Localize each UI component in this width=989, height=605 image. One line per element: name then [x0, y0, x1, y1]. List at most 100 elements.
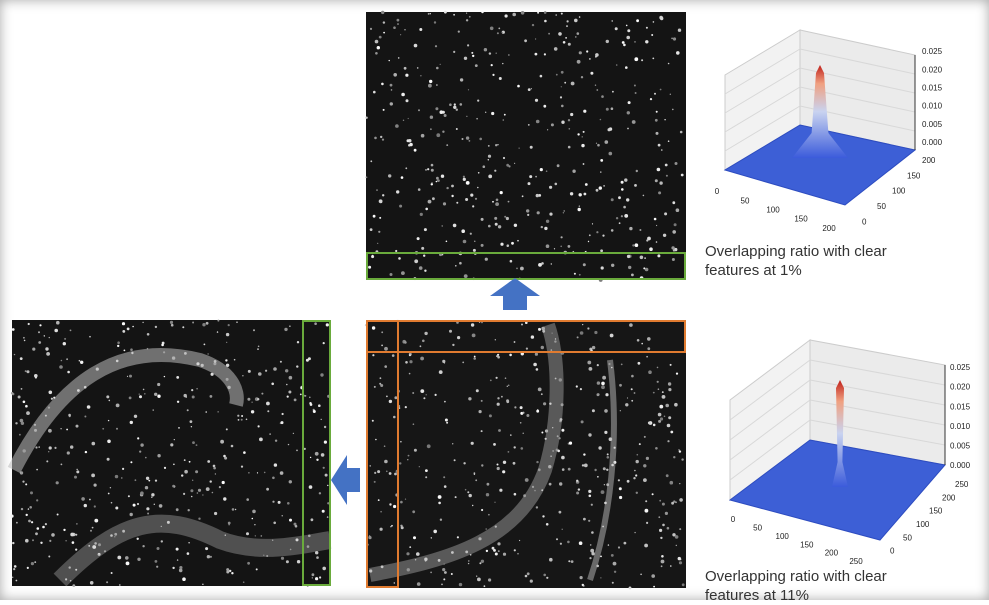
speckle	[451, 573, 453, 575]
speckle	[636, 460, 639, 463]
x-tick-label: 100	[766, 206, 780, 215]
speckle	[140, 491, 144, 495]
speckle	[48, 429, 52, 433]
speckle	[496, 377, 498, 379]
speckle	[423, 397, 425, 399]
speckle	[161, 540, 163, 542]
speckle	[29, 506, 32, 509]
speckle	[146, 507, 149, 510]
speckle	[494, 170, 496, 172]
speckle	[647, 337, 651, 341]
speckle	[600, 249, 603, 252]
speckle	[536, 410, 539, 413]
speckle	[282, 515, 283, 516]
speckle	[595, 56, 597, 58]
speckle	[72, 584, 75, 587]
speckle	[510, 434, 512, 436]
speckle	[662, 524, 665, 527]
speckle	[391, 525, 393, 527]
speckle	[389, 472, 392, 475]
speckle	[579, 193, 582, 196]
speckle	[570, 192, 573, 195]
speckle	[619, 496, 622, 499]
speckle	[234, 359, 236, 361]
speckle	[524, 39, 527, 42]
speckle	[567, 20, 569, 22]
speckle	[172, 567, 174, 569]
speckle	[40, 542, 42, 544]
speckle	[495, 223, 498, 226]
speckle	[382, 194, 384, 196]
speckle	[413, 423, 415, 425]
speckle	[584, 464, 588, 468]
speckle	[502, 63, 503, 64]
speckle	[563, 41, 566, 44]
speckle	[586, 50, 588, 52]
speckle	[84, 504, 87, 507]
speckle	[668, 140, 670, 142]
speckle	[412, 392, 414, 394]
speckle	[560, 96, 562, 98]
speckle	[217, 320, 219, 322]
speckle	[634, 470, 636, 472]
speckle	[460, 78, 463, 81]
speckle	[214, 512, 217, 515]
speckle	[468, 397, 471, 400]
speckle	[21, 388, 23, 390]
speckle	[256, 568, 258, 570]
speckle	[592, 346, 595, 349]
speckle	[489, 414, 492, 417]
speckle	[383, 32, 385, 34]
speckle	[643, 195, 645, 197]
speckle	[624, 542, 627, 545]
speckle	[374, 386, 376, 388]
speckle	[499, 77, 502, 80]
speckle	[475, 479, 477, 481]
speckle	[528, 124, 530, 126]
speckle	[431, 164, 434, 167]
speckle	[453, 224, 457, 228]
speckle	[498, 429, 501, 432]
speckle	[653, 586, 655, 588]
speckle	[547, 129, 548, 130]
speckle	[468, 563, 469, 564]
speckle	[582, 584, 584, 586]
speckle	[514, 493, 517, 496]
speckle	[588, 490, 591, 493]
speckle	[38, 446, 40, 448]
speckle	[315, 577, 318, 580]
speckle	[671, 502, 674, 505]
speckle	[179, 566, 182, 569]
speckle	[295, 525, 298, 528]
speckle	[631, 388, 633, 390]
speckle	[27, 370, 30, 373]
speckle	[184, 459, 186, 461]
speckle	[493, 443, 496, 446]
speckle	[305, 395, 306, 396]
y-tick-label: 50	[903, 533, 912, 542]
speckle	[25, 483, 27, 485]
y-tick-label: 50	[877, 202, 886, 211]
speckle	[530, 146, 533, 149]
speckle	[578, 488, 580, 490]
speckle	[611, 264, 614, 267]
speckle	[430, 128, 432, 130]
speckle	[657, 381, 659, 383]
speckle	[192, 396, 195, 399]
speckle	[567, 541, 570, 544]
speckle	[444, 571, 447, 574]
speckle	[124, 350, 126, 352]
speckle	[321, 419, 322, 420]
speckle	[601, 266, 604, 269]
speckle	[235, 509, 236, 510]
speckle	[122, 468, 124, 470]
speckle	[672, 230, 676, 234]
speckle	[63, 529, 65, 531]
speckle	[679, 561, 682, 564]
speckle	[409, 354, 411, 356]
speckle	[647, 347, 650, 350]
y-tick-label: 250	[955, 480, 969, 489]
speckle	[643, 478, 647, 482]
speckle	[597, 381, 600, 384]
speckle	[390, 84, 393, 87]
